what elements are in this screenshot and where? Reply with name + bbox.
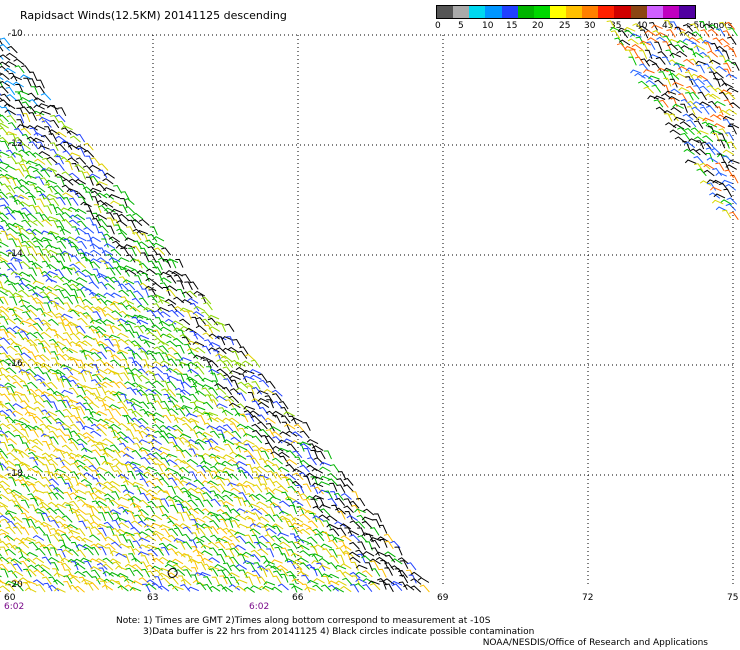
legend-swatch [469,6,486,18]
legend-swatch [646,6,663,18]
lat-label: -16 [8,359,23,369]
legend-label: 25 [559,21,571,31]
legend-swatch [437,6,454,18]
legend-swatch [566,6,583,18]
lon-label: 66 [292,593,304,603]
footnotes: Note: 1) Times are GMT 2)Times along bot… [116,616,534,638]
legend-label: 15 [506,21,518,31]
legend-swatch [517,6,534,18]
legend-swatch [614,6,631,18]
legend-swatch [598,6,615,18]
lat-label: -18 [8,469,23,479]
lat-label: -10 [8,29,23,39]
lon-label: 69 [437,593,449,603]
lat-label: -20 [8,580,23,590]
legend-swatch [453,6,470,18]
lat-label: -14 [8,249,23,259]
lon-label: 75 [727,593,739,603]
legend-label: 35 [610,21,622,31]
legend-swatch [630,6,647,18]
legend-swatch [549,6,566,18]
legend-swatch [662,6,679,18]
lon-label: 63 [147,593,159,603]
lat-lon-grid [8,34,734,587]
wind-speed-legend: 0 5 10 15 20 25 30 35 40 45 >50 knots [435,5,733,31]
legend-label: 20 [532,21,544,31]
legend-label: 5 [458,21,464,31]
footnote-line-1: Note: 1) Times are GMT 2)Times along bot… [116,616,491,626]
island-outline [167,567,178,578]
legend-swatch [582,6,599,18]
legend-label: 10 [482,21,494,31]
legend-label: 0 [435,21,441,31]
legend-label: 30 [584,21,596,31]
lat-label: -12 [8,139,23,149]
map-title: Rapidsact Winds(12.5KM) 20141125 descend… [20,9,287,22]
time-label: 6:02 [4,602,25,612]
wind-barb-swath [0,20,740,593]
lon-label: 60 [4,593,16,603]
legend-color-bar [436,5,696,19]
footnote-line-2: 3)Data buffer is 22 hrs from 20141125 4)… [143,627,535,637]
legend-swatch [485,6,502,18]
legend-label: 45 [662,21,674,31]
credit-line: NOAA/NESDIS/Office of Research and Appli… [482,638,708,648]
legend-swatch [533,6,550,18]
legend-swatch [678,6,695,18]
legend-swatch [501,6,518,18]
lon-label: 72 [582,593,594,603]
time-label: 6:02 [249,602,270,612]
